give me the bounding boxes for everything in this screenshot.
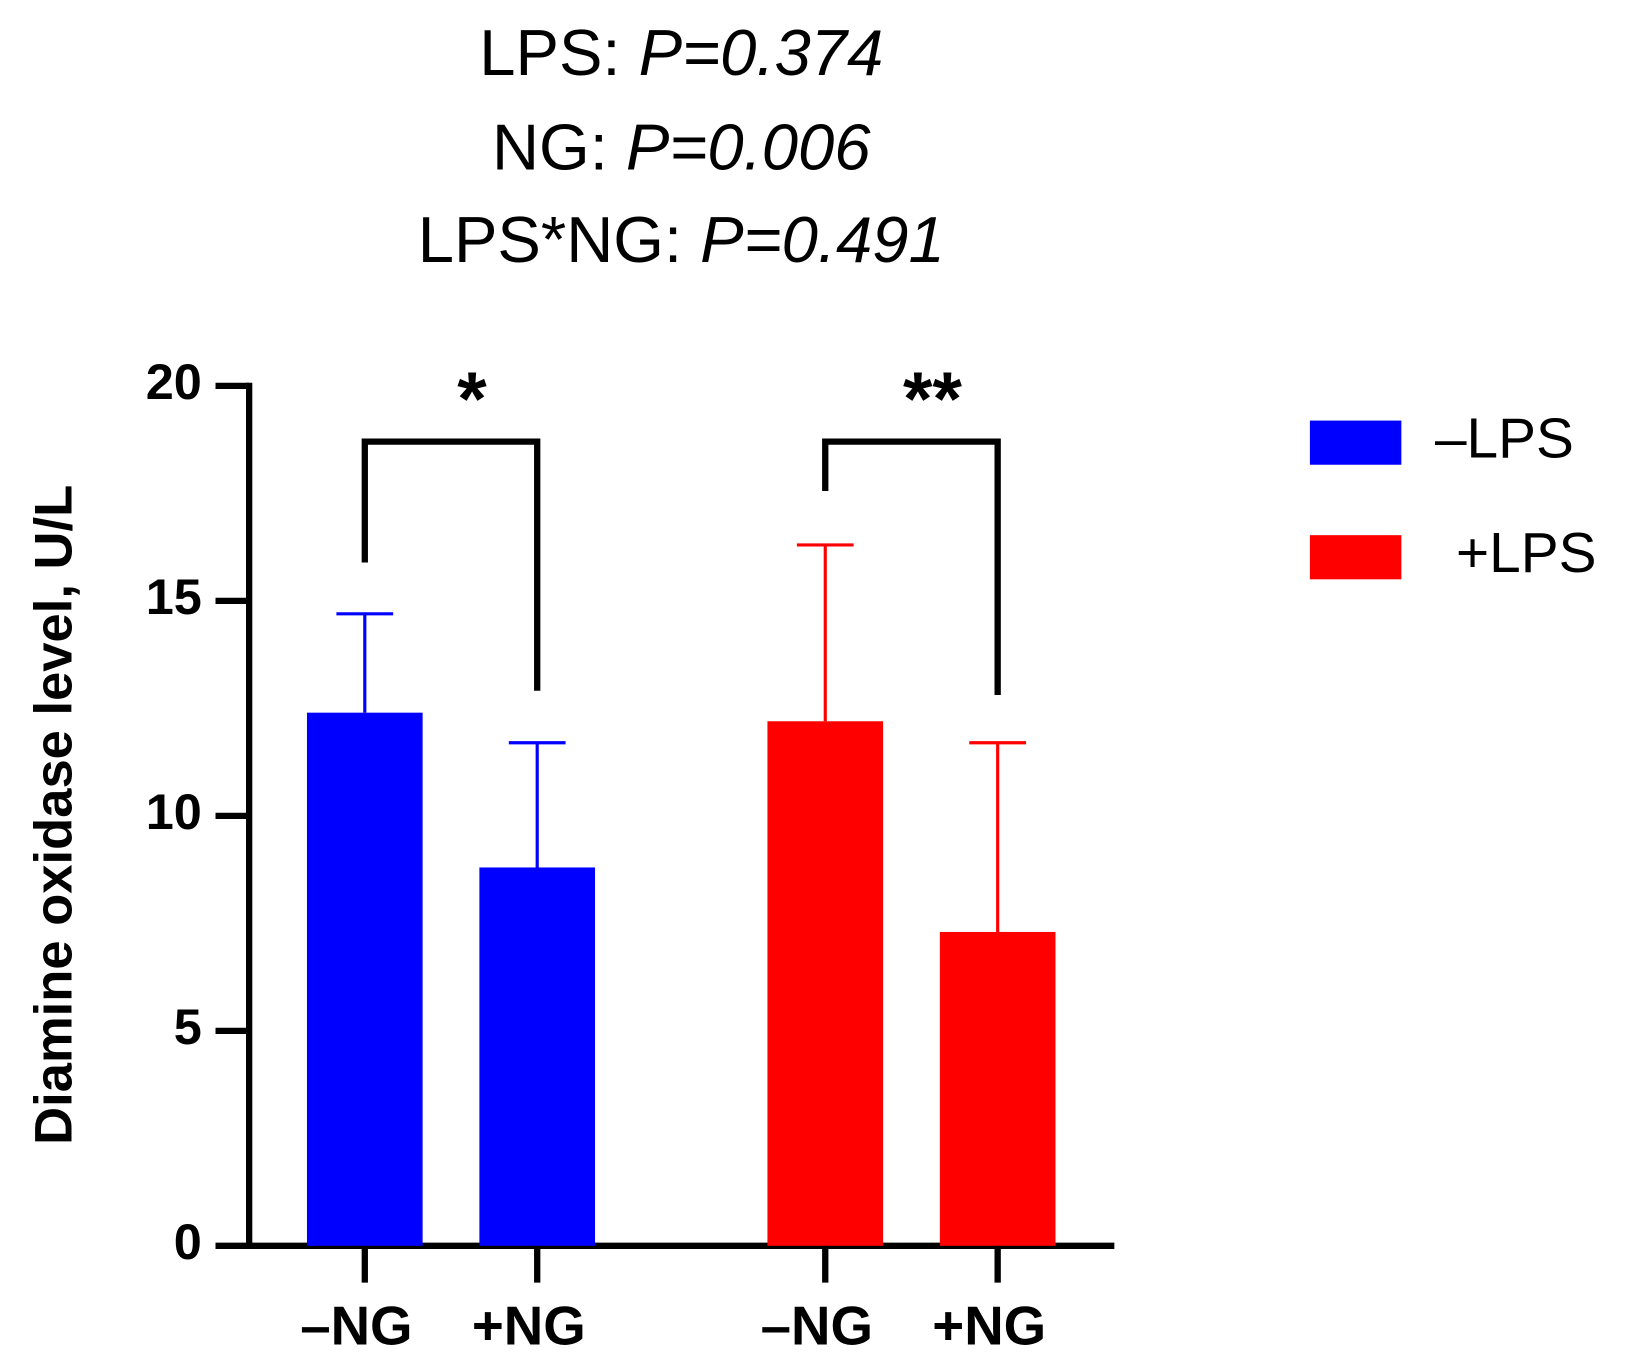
significance-bracket [822,438,1001,695]
x-tick-label: +NG [472,1295,586,1356]
legend-swatch [1309,420,1402,465]
error-bar [969,741,1027,932]
title-p: P=0.006 [626,111,871,184]
y-tick-label: 20 [146,353,202,410]
y-tick-label: 10 [146,783,202,840]
title-p: P=0.491 [700,203,945,276]
title-space [608,111,626,184]
error-bar [796,543,854,722]
title-line: LPS*NG: P=0.491 [418,203,945,276]
title-line: NG: P=0.006 [492,111,871,184]
title-space [621,16,639,89]
error-bar [508,741,566,868]
bar [767,721,884,1246]
y-tick-label: 0 [174,1213,202,1270]
legend-label: –LPS [1435,408,1574,471]
y-axis-label: Diamine oxidase level, U/L [25,485,84,1145]
y-tick-label: 5 [174,998,202,1055]
title-space [682,203,700,276]
significance-label: * [457,357,487,442]
significance-label: ** [903,357,962,442]
legend-label: +LPS [1456,522,1596,585]
error-bar [336,612,394,713]
x-tick-label: –NG [300,1295,412,1356]
bar [479,867,596,1246]
title-p: P=0.374 [639,16,884,89]
title-label: LPS: [479,16,620,89]
bar [939,931,1056,1246]
significance-bracket [361,438,541,691]
title-label: LPS*NG: [418,203,682,276]
title-label: NG: [492,111,608,184]
legend-swatch [1309,535,1402,580]
y-tick-label: 15 [146,568,202,625]
x-tick-label: +NG [932,1295,1046,1356]
bar [306,712,423,1246]
x-tick-label: –NG [761,1295,873,1356]
title-line: LPS: P=0.374 [479,16,883,89]
